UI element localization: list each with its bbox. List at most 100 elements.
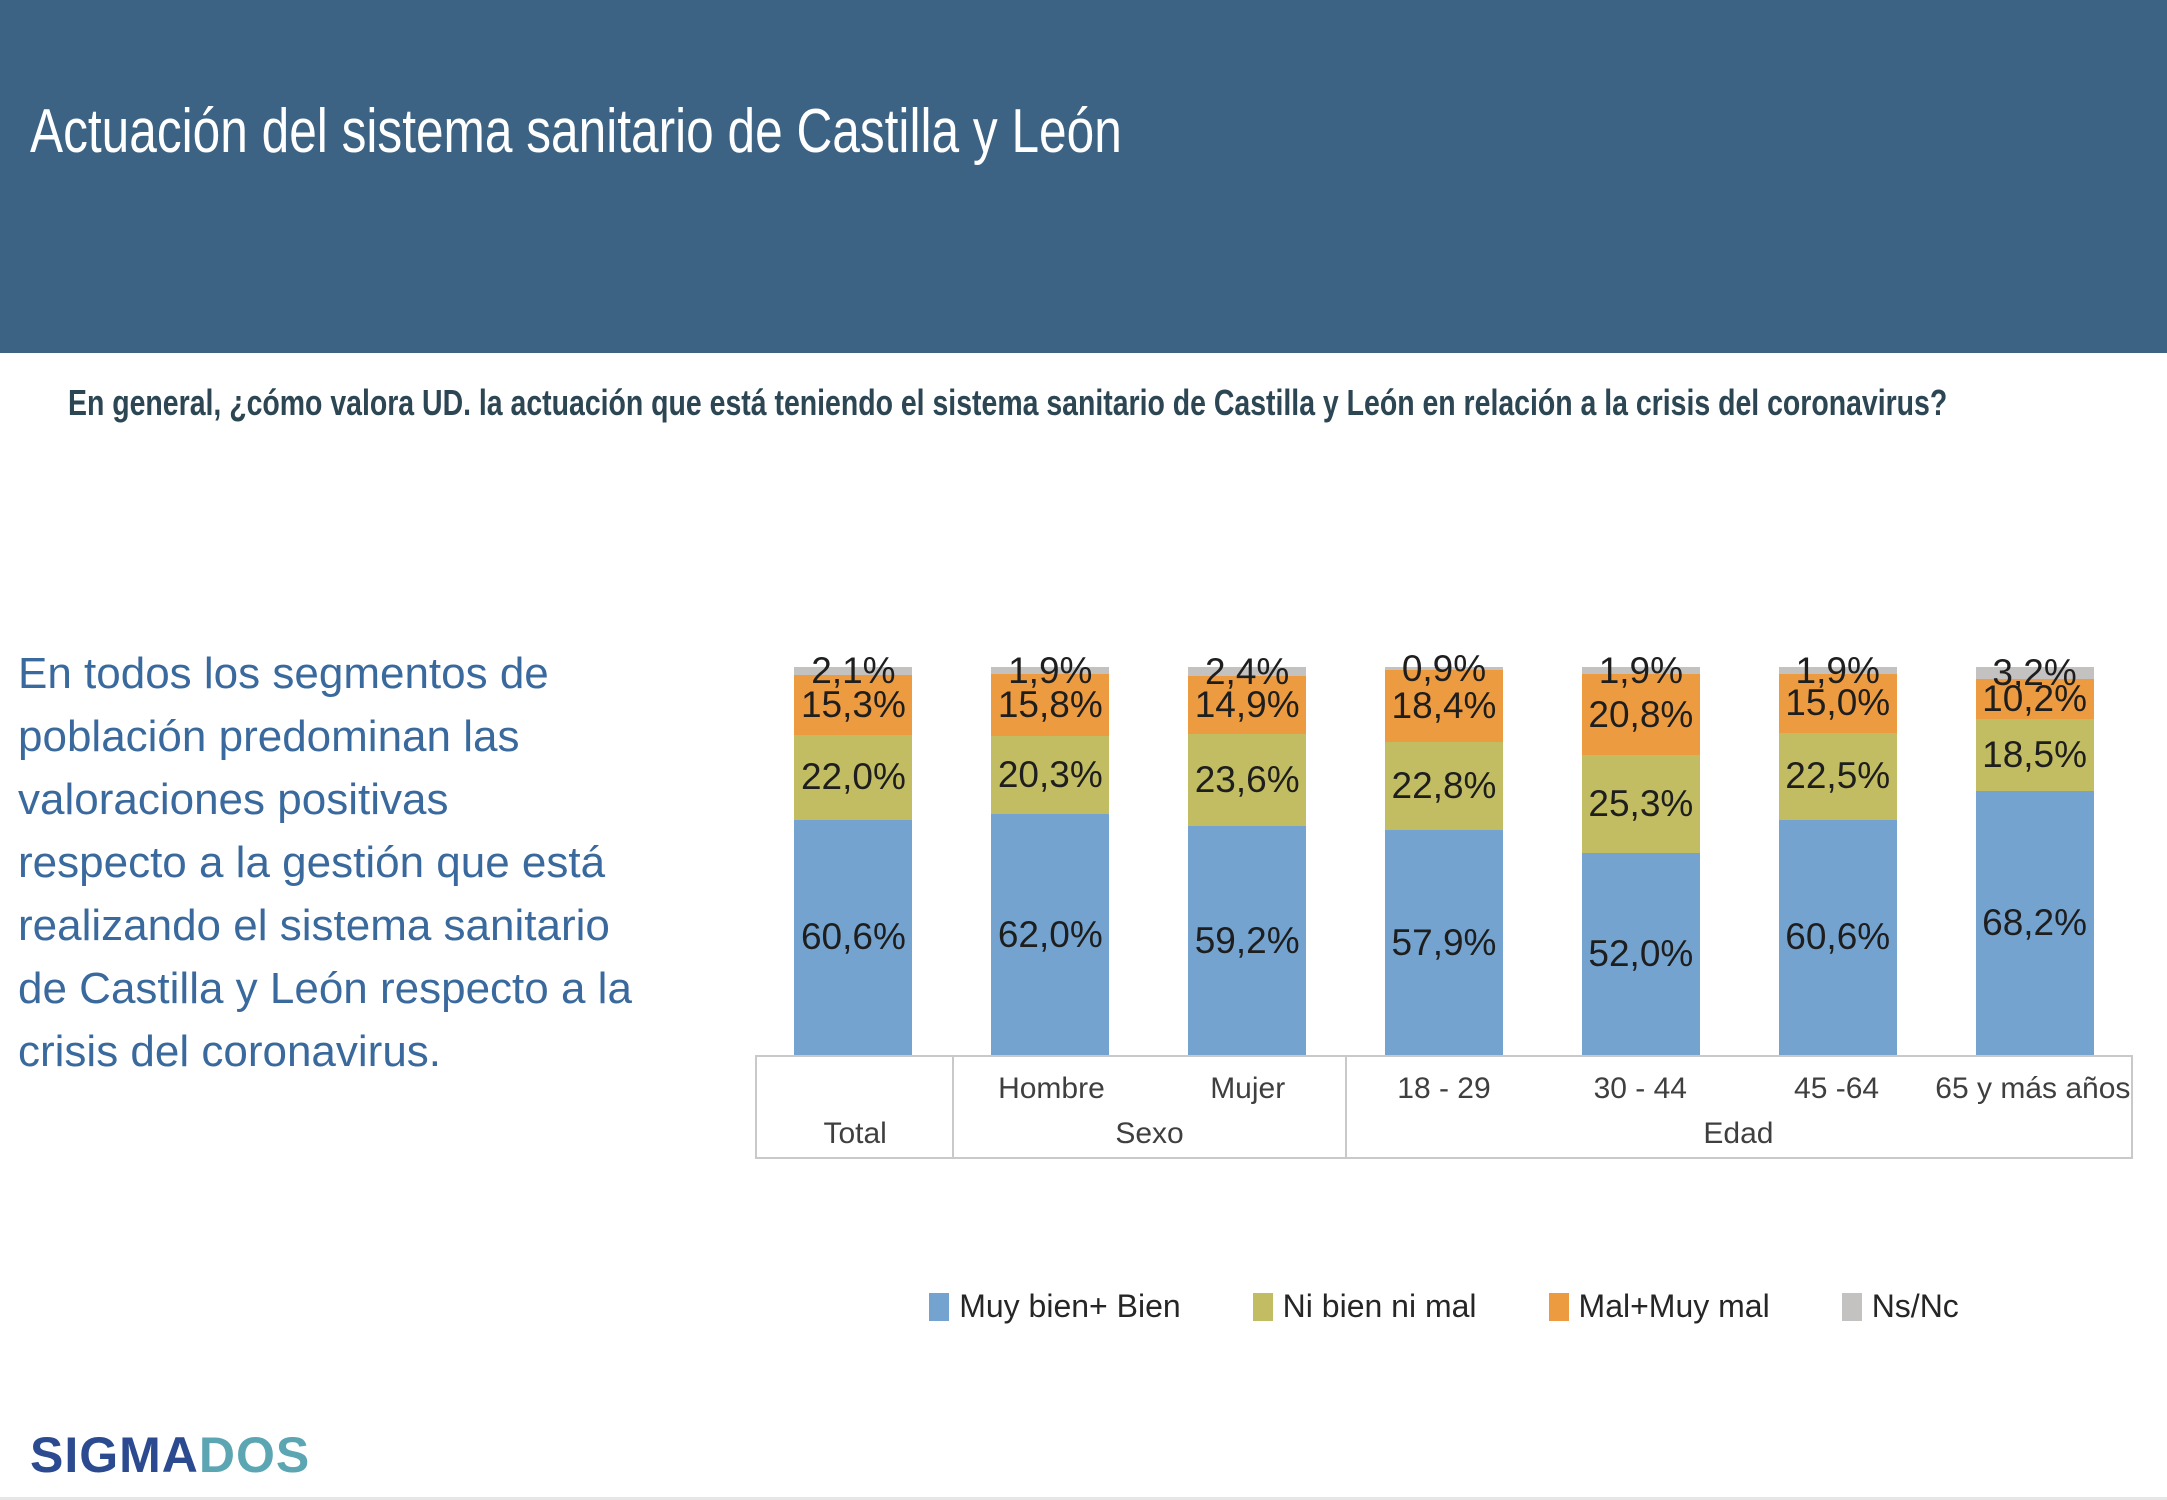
legend-item: Ns/Nc [1841, 1288, 1959, 1325]
bar-value-label: 68,2% [1982, 902, 2088, 944]
bar-value-label: 1,9% [1795, 649, 1880, 691]
bar-segment [1188, 676, 1307, 735]
axis-group-label: Edad [1703, 1117, 1774, 1150]
plot-area: 2,1% 15,3% 22,0% 60,6% 1,9% 15,8% 20,3% 62,0% 2,… [755, 648, 2133, 1055]
bar-value-label: 52,0% [1588, 933, 1694, 975]
bar-value-label: 23,6% [1194, 758, 1300, 800]
bar-segment [1385, 741, 1503, 831]
bar-segment [1188, 734, 1307, 826]
bar-value-label: 1,9% [1008, 649, 1093, 691]
bar-value-label: 20,8% [1588, 693, 1694, 735]
bar-value-label: 59,2% [1194, 919, 1300, 961]
bar-segment [991, 674, 1110, 736]
axis-group-label: Sexo [1115, 1117, 1184, 1150]
bar-segment [991, 814, 1110, 1055]
bar-column-5: 1,9% 20,8% 25,3% 52,0% [1542, 650, 1739, 1055]
bar-value-label: 1,9% [1598, 649, 1684, 691]
bar-value-label: 22,5% [1785, 755, 1891, 797]
bar-value-label: 18,4% [1391, 685, 1497, 727]
legend-item: Ni bien ni mal [1252, 1288, 1477, 1325]
axis-group-divider [1344, 1057, 1347, 1157]
logo-text-dos: DOS [198, 1427, 311, 1483]
legend-label: Mal+Muy mal [1578, 1288, 1770, 1324]
stacked-bar [1778, 667, 1897, 1055]
bar-column-1: 2,1% 15,3% 22,0% 60,6% [755, 650, 952, 1055]
survey-question: En general, ¿cómo valora UD. la actuació… [68, 382, 1948, 423]
bar-segment [1385, 670, 1503, 742]
bar-segment [1975, 679, 2094, 719]
stacked-bar [1975, 667, 2094, 1055]
bar-segment [1188, 825, 1307, 1055]
bar-segment [1385, 830, 1503, 1055]
bar-column-4: 0,9% 18,4% 22,8% 57,9% [1346, 648, 1543, 1055]
bar-value-label: 15,3% [800, 683, 906, 725]
bar-value-label: 0,9% [1401, 647, 1487, 689]
bar-segment [794, 675, 913, 735]
commentary-paragraph: En todos los segmentos de población pred… [18, 649, 632, 1076]
bar-value-label: 15,0% [1785, 682, 1891, 724]
bar-segment [1581, 667, 1700, 675]
stacked-bar [794, 667, 913, 1055]
axis-category-label: Hombre [998, 1072, 1105, 1105]
bar-segment [1975, 667, 2094, 680]
bar-value-label: 18,5% [1982, 733, 2088, 775]
sigmados-logo: SIGMADOS [30, 1426, 310, 1484]
bar-value-label: 14,9% [1194, 684, 1300, 726]
axis-category-label: 30 - 44 [1593, 1072, 1687, 1105]
stacked-bar [1581, 667, 1700, 1055]
legend-swatch-icon [1841, 1292, 1862, 1321]
logo-text-sigma: SIGMA [30, 1427, 199, 1483]
bar-segment [1581, 755, 1700, 854]
bar-segment [1975, 790, 2094, 1055]
stacked-bar [991, 667, 1110, 1055]
axis-category-label: 65 y más años [1935, 1072, 2131, 1105]
axis-group-label: Total [823, 1117, 887, 1150]
bar-value-label: 20,3% [997, 754, 1103, 796]
bar-value-label: 3,2% [1992, 652, 2077, 694]
bar-segment [991, 735, 1110, 815]
bar-segment [794, 667, 913, 676]
bar-segment [1188, 667, 1307, 677]
bar-column-6: 1,9% 15,0% 22,5% 60,6% [1739, 650, 1936, 1055]
bar-segment [1581, 853, 1700, 1055]
bar-value-label: 15,8% [997, 684, 1103, 726]
bar-column-2: 1,9% 15,8% 20,3% 62,0% [952, 650, 1149, 1055]
bar-segment [794, 734, 913, 820]
header-band: Actuación del sistema sanitario de Casti… [0, 0, 2167, 353]
bar-value-label: 10,2% [1982, 678, 2088, 720]
bar-segment [1778, 732, 1897, 820]
bar-column-7: 3,2% 10,2% 18,5% 68,2% [1936, 652, 2133, 1055]
bar-segment [1385, 667, 1503, 671]
bar-value-label: 62,0% [997, 913, 1103, 955]
stacked-bar [1188, 667, 1307, 1055]
stacked-bar [1385, 667, 1503, 1055]
legend-label: Ni bien ni mal [1282, 1288, 1477, 1324]
bar-value-label: 22,8% [1391, 765, 1497, 807]
bar-segment [1581, 674, 1700, 756]
bar-value-label: 22,0% [800, 756, 906, 798]
bar-segment [794, 819, 913, 1055]
bar-segment [1975, 718, 2094, 791]
axis-table: Total Hombre Mujer Sexo 18 - 29 30 - 44 45 -64… [755, 1055, 2133, 1159]
bar-value-label: 57,9% [1391, 921, 1497, 963]
legend-swatch-icon [929, 1292, 950, 1321]
bar-value-label: 2,1% [811, 650, 896, 692]
page-title: Actuación del sistema sanitario de Casti… [30, 97, 1122, 166]
bar-segment [991, 667, 1110, 675]
axis-group-divider [952, 1057, 955, 1157]
bar-value-label: 25,3% [1588, 783, 1694, 825]
bar-value-label: 60,6% [1785, 916, 1891, 958]
bar-segment [1778, 819, 1897, 1055]
bar-value-label: 2,4% [1204, 650, 1290, 692]
legend-label: Ns/Nc [1871, 1288, 1959, 1324]
legend-swatch-icon [1548, 1292, 1569, 1321]
legend-item: Mal+Muy mal [1548, 1288, 1770, 1325]
legend-swatch-icon [1252, 1292, 1273, 1321]
bar-segment [1778, 674, 1897, 733]
bar-value-label: 60,6% [800, 916, 906, 958]
axis-category-label: 18 - 29 [1397, 1072, 1491, 1105]
slide-bottom-edge [0, 1497, 2167, 1500]
chart-legend: Muy bien+ Bien Ni bien ni mal Mal+Muy mal N… [755, 1288, 2133, 1325]
bar-column-3: 2,4% 14,9% 23,6% 59,2% [1149, 651, 1346, 1055]
